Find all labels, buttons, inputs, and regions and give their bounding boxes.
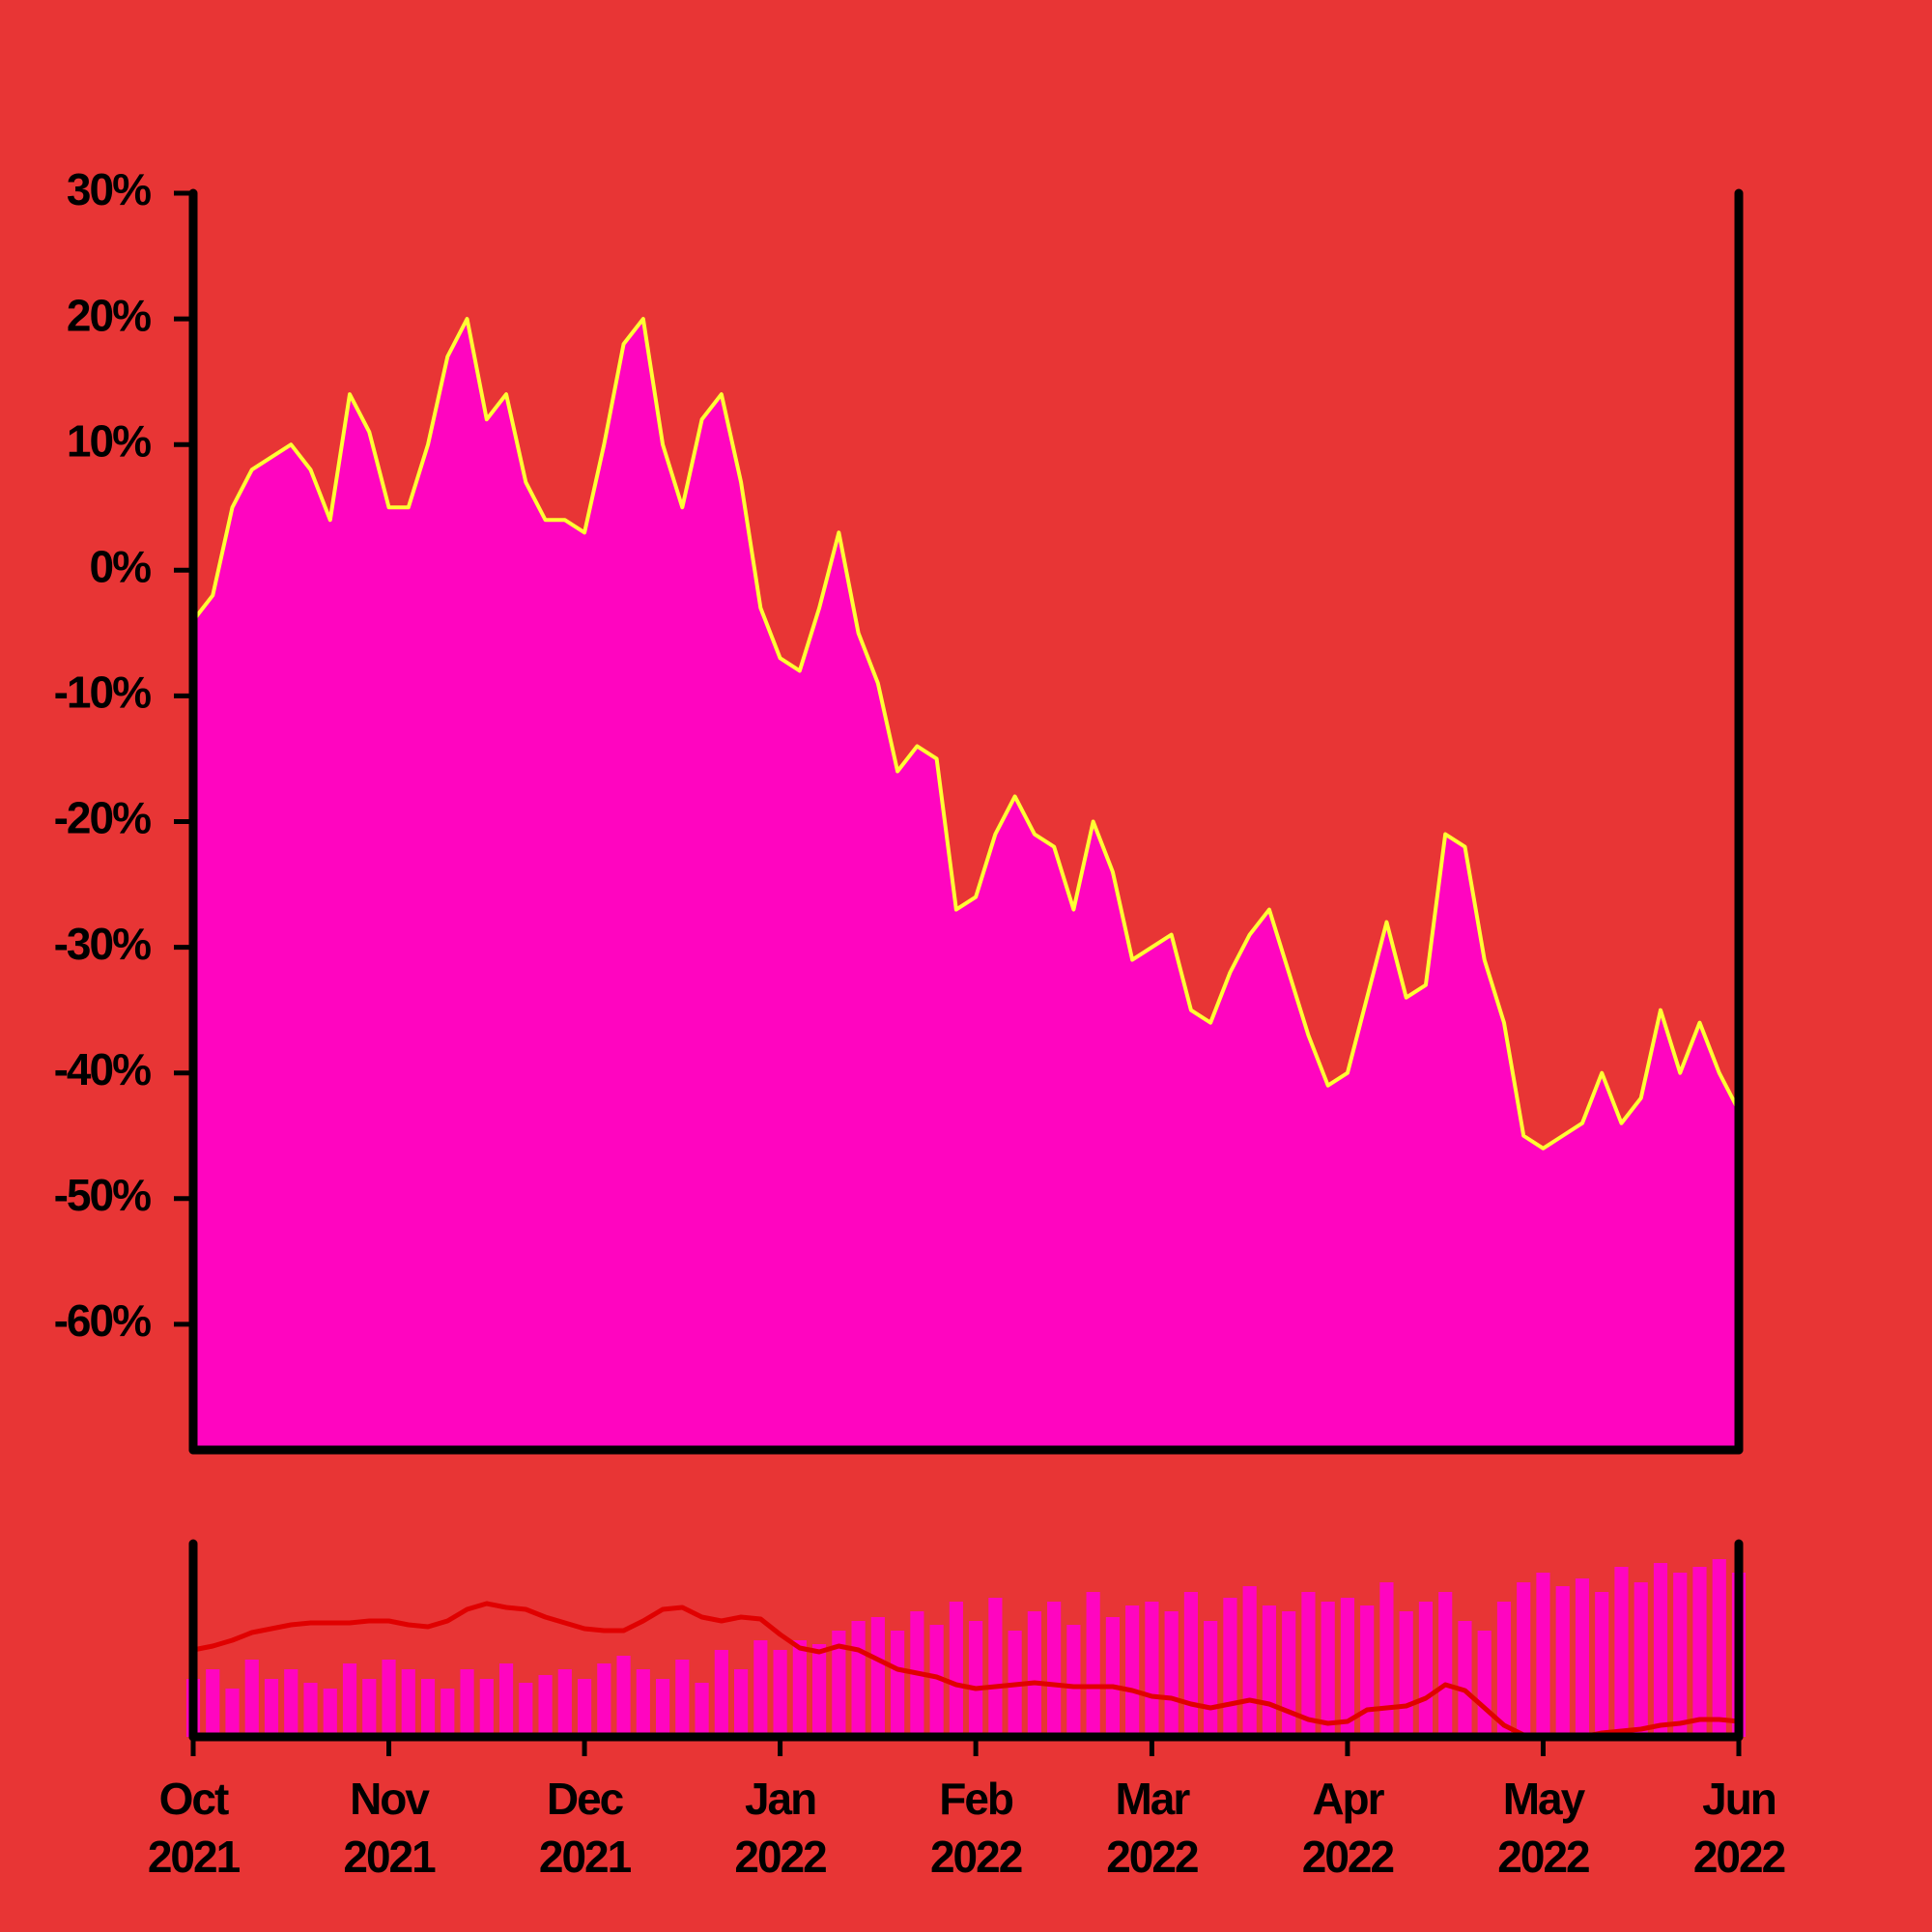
volume-bar — [1575, 1578, 1590, 1737]
volume-bar — [1418, 1602, 1434, 1737]
volume-bar — [1183, 1592, 1198, 1737]
volume-bar — [577, 1679, 592, 1737]
volume-bar — [1496, 1602, 1512, 1737]
x-tick-label: Jan 2022 — [734, 1774, 826, 1882]
volume-bar — [851, 1621, 866, 1737]
volume-bar — [1458, 1621, 1472, 1737]
volume-bar — [616, 1656, 631, 1737]
volume-bar — [1673, 1573, 1688, 1737]
volume-bar — [1340, 1598, 1355, 1737]
x-tick-label: Mar 2022 — [1106, 1774, 1198, 1882]
volume-bar — [362, 1679, 377, 1737]
volume-bar — [773, 1650, 787, 1737]
area-line — [191, 317, 1741, 1151]
volume-bar — [734, 1669, 749, 1737]
y-tick-label: -20% — [54, 793, 151, 843]
volume-bar — [1399, 1611, 1413, 1737]
volume-bar — [929, 1625, 944, 1737]
volume-bar — [1536, 1573, 1550, 1737]
volume-bar — [342, 1663, 357, 1737]
x-tick-label: May 2022 — [1497, 1774, 1589, 1882]
volume-bar — [1555, 1586, 1570, 1737]
volume-bar — [1086, 1592, 1100, 1737]
y-tick-label: -30% — [54, 919, 151, 969]
volume-bar — [1204, 1621, 1218, 1737]
volume-bar — [655, 1679, 670, 1737]
volume-bar — [206, 1669, 220, 1737]
volume-bar — [420, 1679, 436, 1737]
volume-bar — [244, 1660, 259, 1737]
y-tick-label: 30% — [67, 164, 151, 214]
volume-bar — [870, 1617, 885, 1737]
x-tick-label: Jun 2022 — [1693, 1774, 1785, 1882]
volume-bar — [225, 1689, 240, 1737]
volume-bar — [1360, 1605, 1375, 1737]
y-tick-label: 0% — [90, 541, 152, 591]
volume-bar — [1438, 1592, 1453, 1737]
volume-bar — [636, 1669, 650, 1737]
volume-bar — [1634, 1582, 1648, 1737]
volume-bar — [382, 1660, 396, 1737]
volume-bar — [440, 1689, 455, 1737]
volume-bar — [1477, 1631, 1492, 1737]
volume-bar — [1262, 1605, 1277, 1737]
volume-bar — [695, 1683, 709, 1737]
y-tick-label: -50% — [54, 1170, 151, 1220]
x-tick-label: Nov 2021 — [343, 1774, 436, 1882]
volume-bar — [597, 1663, 611, 1737]
volume-bar — [1595, 1592, 1609, 1737]
volume-bar — [557, 1669, 572, 1737]
area — [193, 319, 1739, 1451]
x-tick-label: Feb 2022 — [930, 1774, 1022, 1882]
volume-bar — [1105, 1617, 1120, 1737]
volume-bar — [969, 1621, 983, 1737]
volume-bar — [498, 1663, 514, 1737]
volume-bar — [714, 1650, 728, 1737]
y-tick-label: 20% — [67, 290, 151, 340]
volume-bar — [401, 1669, 415, 1737]
volume-bar — [1125, 1605, 1140, 1737]
y-tick-label: 10% — [67, 415, 151, 466]
y-tick-label: -60% — [54, 1295, 151, 1346]
volume-bar — [891, 1631, 905, 1737]
volume-bar — [1712, 1559, 1726, 1737]
volume-bar — [675, 1660, 690, 1737]
x-tick-label: Oct 2021 — [148, 1774, 241, 1882]
volume-bar — [1047, 1602, 1062, 1737]
volume-bar — [1242, 1586, 1257, 1737]
volume-bar — [1321, 1602, 1335, 1737]
volume-bar — [792, 1640, 807, 1737]
volume-bar — [812, 1644, 827, 1737]
x-tick-label: Apr 2022 — [1302, 1774, 1394, 1882]
volume-bar — [479, 1679, 494, 1737]
volume-bar — [832, 1631, 846, 1737]
volume-bar — [323, 1689, 337, 1737]
volume-bar — [1653, 1563, 1668, 1737]
volume-bar — [988, 1598, 1003, 1737]
y-tick-label: -40% — [54, 1044, 151, 1094]
volume-bar — [1301, 1592, 1316, 1737]
volume-bar — [1066, 1625, 1081, 1737]
volume-bar — [1164, 1611, 1179, 1737]
y-tick-label: -10% — [54, 668, 151, 718]
volume-bar — [303, 1683, 318, 1737]
volume-bar — [753, 1640, 768, 1737]
volume-bar — [1282, 1611, 1296, 1737]
volume-bar — [1145, 1602, 1159, 1737]
volume-bar — [949, 1602, 963, 1737]
volume-bar — [519, 1683, 533, 1737]
volume-bar — [460, 1669, 474, 1737]
volume-bar — [284, 1669, 298, 1737]
volume-bar — [1379, 1582, 1394, 1737]
volume-bar — [264, 1679, 279, 1737]
x-tick-label: Dec 2021 — [539, 1774, 632, 1882]
volume-bar — [1223, 1598, 1237, 1737]
volume-bar — [1692, 1567, 1707, 1737]
moving-average-line — [192, 1601, 1740, 1740]
volume-bar — [1517, 1582, 1531, 1737]
volume-bar — [1614, 1567, 1629, 1737]
volume-bar — [538, 1675, 553, 1737]
volume-bar — [1027, 1611, 1041, 1737]
